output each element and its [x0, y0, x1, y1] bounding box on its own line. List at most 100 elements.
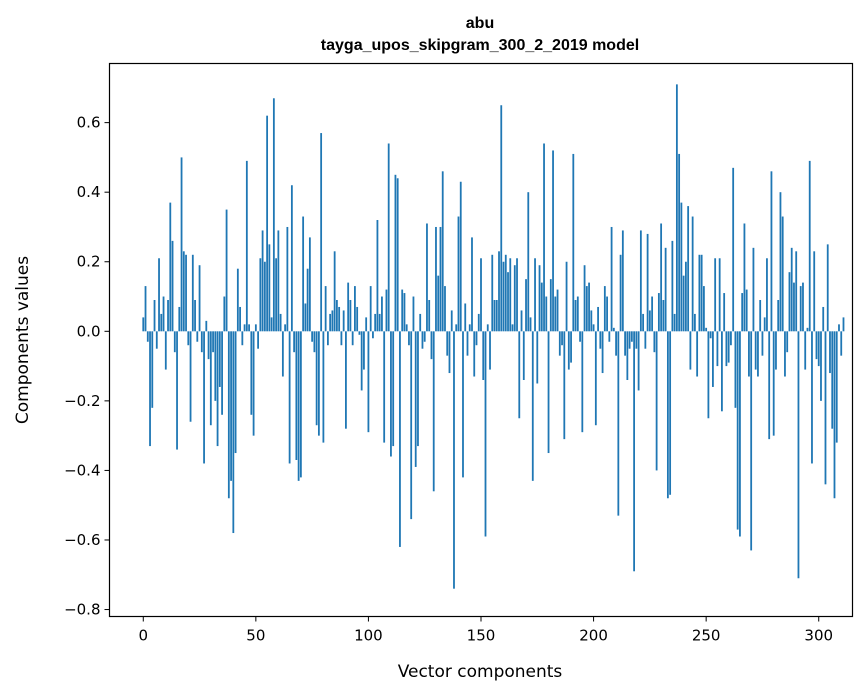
bar-275	[761, 331, 764, 356]
bar-198	[588, 282, 590, 332]
bar-199	[590, 310, 593, 332]
bar-208	[610, 226, 613, 332]
bar-189	[567, 331, 570, 370]
bar-97	[360, 331, 363, 391]
bar-153	[486, 324, 489, 332]
bar-81	[324, 286, 327, 332]
bar-171	[527, 192, 530, 332]
bar-309	[838, 324, 840, 332]
bar-11	[167, 300, 169, 332]
bar-33	[216, 331, 219, 447]
bar-91	[347, 282, 350, 332]
bar-52	[259, 258, 262, 332]
bar-279	[770, 171, 773, 332]
bar-181	[549, 279, 552, 332]
bar-216	[628, 331, 631, 349]
bar-12	[169, 202, 172, 332]
bar-67	[293, 331, 296, 353]
bar-293	[802, 282, 804, 332]
bar-245	[693, 313, 696, 332]
bar-151	[482, 331, 485, 380]
bar-179	[545, 296, 548, 332]
bar-55	[266, 115, 269, 332]
x-tick-label: 100	[354, 627, 383, 645]
bar-223	[644, 331, 647, 349]
bar-107	[383, 331, 386, 443]
bar-241	[684, 261, 687, 332]
bar-143	[464, 303, 467, 332]
bar-59	[275, 258, 278, 332]
x-axis-label: Vector components	[398, 662, 563, 682]
bar-44	[241, 331, 244, 346]
bar-98	[363, 331, 365, 370]
bar-86	[336, 300, 338, 332]
bar-182	[552, 150, 554, 332]
bar-188	[565, 261, 568, 332]
bar-60	[277, 230, 280, 332]
bar-206	[606, 296, 608, 332]
bar-133	[441, 171, 444, 332]
bar-185	[558, 331, 561, 356]
bar-144	[466, 331, 469, 356]
bar-183	[554, 296, 557, 332]
bar-51	[257, 331, 259, 349]
bar-13	[171, 240, 174, 332]
bar-142	[462, 331, 464, 478]
bar-170	[525, 279, 527, 332]
bar-247	[698, 254, 701, 332]
bar-43	[239, 306, 241, 332]
bar-205	[603, 286, 606, 332]
bar-135	[446, 331, 449, 356]
bar-122	[417, 331, 419, 447]
bar-123	[419, 313, 422, 332]
bar-129	[432, 331, 435, 492]
y-axis-label: Components values	[13, 256, 33, 424]
bar-172	[529, 317, 532, 332]
bar-84	[331, 310, 334, 332]
bar-16	[178, 306, 181, 332]
bar-281	[775, 331, 777, 370]
bar-79	[320, 133, 323, 332]
bar-303	[824, 331, 827, 485]
bar-177	[540, 282, 543, 332]
bar-165	[513, 265, 516, 332]
bar-220	[637, 331, 640, 391]
bar-108	[385, 289, 388, 332]
bar-56	[268, 244, 271, 332]
bar-301	[820, 331, 822, 401]
bar-226	[651, 296, 654, 332]
bar-72	[304, 303, 307, 332]
bar-174	[534, 258, 536, 332]
bar-42	[236, 268, 239, 332]
bar-256	[718, 258, 721, 332]
bar-302	[822, 306, 825, 332]
bar-121	[414, 331, 417, 467]
bar-186	[561, 331, 563, 346]
bar-274	[759, 300, 762, 332]
y-tick-label: 0.0	[77, 322, 101, 340]
bar-257	[721, 331, 723, 412]
bar-298	[813, 251, 816, 332]
bar-276	[763, 317, 766, 332]
bar-29	[207, 331, 210, 360]
bar-219	[635, 331, 638, 349]
bar-225	[648, 310, 651, 332]
bar-217	[630, 331, 633, 342]
bar-227	[653, 331, 656, 353]
bar-270	[750, 331, 753, 551]
bar-196	[583, 265, 586, 332]
bar-294	[804, 331, 807, 370]
bar-283	[779, 192, 782, 332]
bar-138	[453, 331, 455, 589]
bar-80	[322, 331, 325, 443]
bar-28	[205, 320, 208, 332]
bar-17	[180, 157, 183, 332]
y-axis-ticks: −0.8 −0.6 −0.4 −0.2 0.0 0.2 0.4 0.6	[64, 114, 110, 619]
bar-46	[245, 160, 248, 332]
bar-306	[831, 331, 834, 429]
y-tick-label: −0.4	[64, 461, 100, 479]
bar-277	[766, 258, 768, 332]
x-tick-label: 300	[804, 627, 833, 645]
bar-117	[405, 324, 408, 332]
bar-127	[428, 300, 431, 332]
